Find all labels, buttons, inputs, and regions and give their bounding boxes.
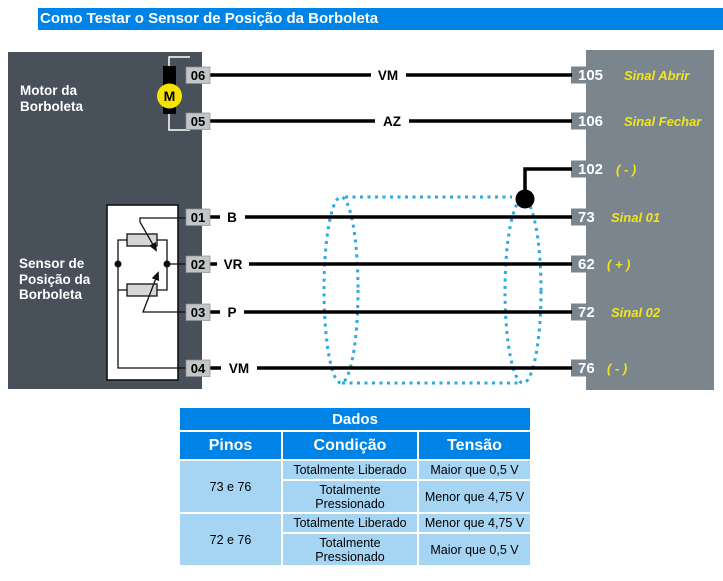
col-header-tensao: Tensão [417, 430, 532, 461]
pin-number-06: 06 [191, 68, 205, 83]
table-row: Totalmente Pressionado Maior que 0,5 V [179, 532, 532, 567]
left-pins: 06 05 01 02 03 04 [185, 66, 211, 377]
wire-102-shield [523, 167, 572, 199]
table-row: 73 e 76 Totalmente Liberado Maior que 0,… [178, 459, 532, 514]
pin-tab-105 [571, 66, 587, 84]
wire-code-vm1: VM [378, 68, 398, 83]
right-pins: 105 Sinal Abrir 106 Sinal Fechar 102 ( -… [578, 67, 702, 377]
condition-cell: Totalmente Liberado [281, 512, 419, 534]
shield-ground-dot [515, 189, 535, 209]
shield-ellipse-right [503, 197, 543, 385]
wire-labels: VM AZ B VR P VM [217, 67, 409, 376]
wiring-diagram: Motor da Borboleta Sensor de Posição da … [8, 50, 714, 390]
pin-tab-73 [571, 208, 587, 226]
motor-icon [157, 83, 182, 109]
condition-cell: Totalmente Liberado [281, 459, 419, 481]
pin-number-04: 04 [191, 361, 206, 376]
wire-code-vr: VR [224, 257, 243, 272]
pin-tab-72 [571, 303, 587, 321]
page-title: Como Testar o Sensor de Posição da Borbo… [38, 8, 723, 30]
wire-label-plate [217, 256, 249, 272]
wiper-arrow-2 [142, 271, 188, 313]
signal-label-72: Sinal 02 [611, 305, 661, 320]
motor-label-line1: Motor da [20, 83, 77, 98]
pin-tab-62 [571, 255, 587, 273]
pin-tab-106 [571, 112, 587, 130]
pin-box-01 [185, 208, 211, 226]
pins-cell: 72 e 76 [178, 512, 283, 567]
pins-cell: 73 e 76 [178, 459, 283, 514]
pin-number-05: 05 [191, 114, 205, 129]
tension-cell: Menor que 4,75 V [417, 479, 532, 514]
motor-lead-bottom [168, 112, 190, 131]
wire-label-plate [220, 209, 245, 225]
sensor-label-line1: Sensor de [19, 256, 85, 271]
signal-label-105: Sinal Abrir [624, 68, 690, 83]
tension-cell: Maior que 0,5 V [417, 459, 532, 481]
sensor-label-line3: Borboleta [19, 287, 82, 302]
motor-symbol-letter: M [164, 88, 176, 104]
pin-box-04 [185, 359, 211, 377]
pin-number-73: 73 [578, 209, 595, 226]
pin-number-105: 105 [578, 67, 603, 84]
pin-number-62: 62 [578, 256, 595, 273]
col-header-pinos: Pinos [178, 430, 283, 461]
signal-label-106: Sinal Fechar [624, 114, 702, 129]
wire-label-plate [375, 113, 409, 129]
pin-number-76: 76 [578, 360, 595, 377]
wire-label-plate [371, 67, 406, 83]
wire-label-plate [220, 304, 244, 320]
cable-shield [322, 195, 543, 385]
data-table: Dados Pinos Condição Tensão 73 e 76 Tota… [178, 406, 532, 567]
table-row: 72 e 76 Totalmente Liberado Menor que 4,… [178, 512, 532, 567]
pin-box-02 [185, 255, 211, 273]
wire-code-az: AZ [383, 114, 401, 129]
potentiometer-2 [126, 283, 158, 297]
pin-number-102: 102 [578, 161, 603, 178]
pin-box-05 [185, 112, 211, 130]
signal-label-76: ( - ) [607, 361, 627, 376]
wire-code-vm2: VM [229, 361, 249, 376]
pin-number-01: 01 [191, 210, 205, 225]
wire-code-p: P [227, 305, 236, 320]
wiper-arrow-1 [139, 217, 188, 252]
table-row: Totalmente Pressionado Menor que 4,75 V [179, 479, 532, 514]
pin-number-03: 03 [191, 305, 205, 320]
pin-number-72: 72 [578, 304, 595, 321]
condition-cell: Totalmente Pressionado [281, 532, 419, 567]
ecu-pin-tabs [571, 66, 587, 377]
sensor-schematic [106, 204, 188, 381]
motor-label-line2: Borboleta [20, 99, 83, 114]
motor-lead-top [168, 56, 190, 68]
pin-box-06 [185, 66, 211, 84]
pin-tab-76 [571, 359, 587, 377]
signal-label-62: ( + ) [607, 257, 630, 272]
junction-dot-left [114, 260, 122, 268]
motor-symbol: M [157, 56, 190, 131]
signal-label-102: ( - ) [616, 162, 636, 177]
pin-number-02: 02 [191, 257, 205, 272]
shield-ellipse-left [322, 195, 360, 385]
tension-cell: Maior que 0,5 V [417, 532, 532, 567]
table-title: Dados [178, 406, 532, 432]
signal-label-73: Sinal 01 [611, 210, 660, 225]
pin-tab-102 [571, 160, 587, 178]
sensor-label-line2: Posição da [19, 272, 91, 287]
tension-cell: Menor que 4,75 V [417, 512, 532, 534]
condition-cell: Totalmente Pressionado [281, 479, 419, 514]
ecu-panel [586, 50, 714, 390]
wire-code-b: B [227, 210, 237, 225]
pin-box-03 [185, 303, 211, 321]
junction-dot-right [163, 260, 171, 268]
pin-number-106: 106 [578, 113, 603, 130]
sensor-left-rail [117, 239, 188, 369]
wire-label-plate [221, 360, 257, 376]
col-header-condicao: Condição [281, 430, 419, 461]
